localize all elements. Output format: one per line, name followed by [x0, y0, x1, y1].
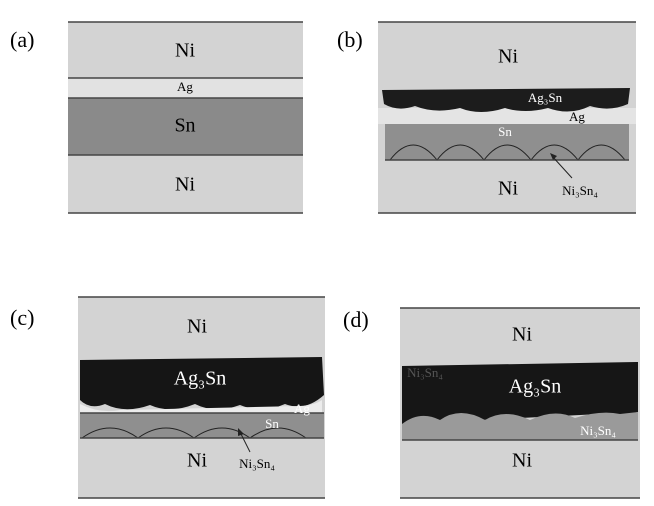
layer-label: Ni — [498, 178, 518, 200]
layer-label: Ni₃Sn₄ — [562, 183, 598, 198]
panel-label: (a) — [10, 27, 34, 52]
layer-label: Ni — [187, 316, 207, 338]
page: (a) Ni Ag Sn Ni (b) Ni Ag₃Sn Ag Sn Ni Ni… — [0, 0, 654, 506]
layer-label: Sn — [265, 416, 279, 431]
layer-label: Sn — [498, 124, 512, 139]
layer-label: Ag — [294, 401, 310, 416]
layer-label: Ni₃Sn₄ — [580, 423, 616, 438]
layer-label: Ni₃Sn₄ — [407, 365, 443, 380]
panel-a: (a) Ni Ag Sn Ni — [10, 22, 303, 213]
layer-label: Ni — [187, 450, 207, 472]
layer-label: Ni — [498, 46, 518, 68]
sn-layer — [80, 413, 324, 438]
layer-label: Ag₃Sn — [509, 376, 562, 398]
layer-label: Ag₃Sn — [174, 368, 227, 390]
layer-label: Ag — [177, 79, 193, 94]
layer-label: Ag₃Sn — [528, 90, 563, 105]
layer-label: Ag — [569, 109, 585, 124]
ag-layer — [378, 108, 636, 124]
panel-label: (b) — [337, 27, 363, 52]
layer-label: Ni — [512, 324, 532, 346]
panel-c: (c) Ni Ag₃Sn Ag Sn Ni Ni₃Sn₄ — [10, 297, 325, 498]
layer-label: Sn — [174, 115, 195, 137]
layer-label: Ni₃Sn₄ — [239, 456, 275, 471]
panel-d: (d) Ni Ni₃Sn₄ Ag₃Sn Ni₃Sn₄ Ni — [343, 307, 640, 498]
panel-label: (c) — [10, 305, 34, 330]
panel-label: (d) — [343, 307, 369, 332]
layer-label: Ni — [175, 174, 195, 196]
layer-label: Ni — [175, 40, 195, 62]
panel-b: (b) Ni Ag₃Sn Ag Sn Ni Ni₃Sn₄ — [337, 22, 636, 213]
layer-label: Ni — [512, 450, 532, 472]
diagram: (a) Ni Ag Sn Ni (b) Ni Ag₃Sn Ag Sn Ni Ni… — [0, 0, 654, 506]
